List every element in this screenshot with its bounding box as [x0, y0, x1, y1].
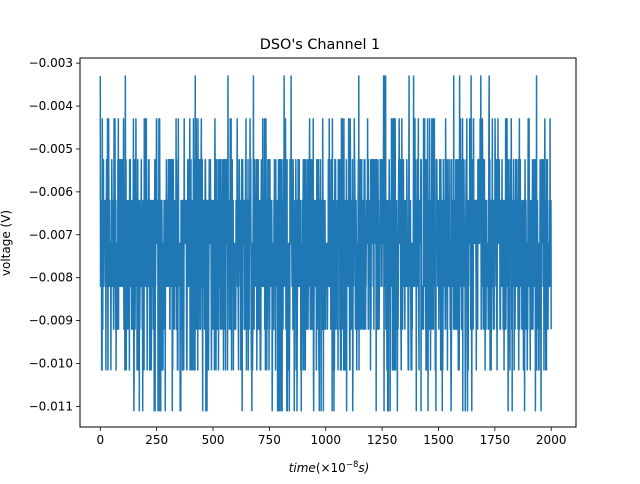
x-tick-label: 500: [202, 433, 225, 447]
axes-frame: [79, 57, 577, 428]
x-axis-label-multiplier: (×10: [316, 461, 346, 475]
x-axis-ticks: 0 250 500 750 1000 1250 1500 1750 2000: [96, 427, 566, 447]
y-tick-label: −0.008: [29, 271, 73, 285]
x-tick-label: 1250: [367, 433, 398, 447]
x-axis-label-unit: s): [358, 461, 369, 475]
x-tick-label: 2000: [536, 433, 567, 447]
y-tick-label: −0.005: [29, 142, 73, 156]
x-tick-label: 0: [96, 433, 104, 447]
y-tick-label: −0.009: [29, 314, 73, 328]
y-tick-label: −0.011: [29, 399, 73, 413]
series-line-channel-1: [99, 75, 552, 412]
y-tick-label: −0.007: [29, 228, 73, 242]
y-tick-label: −0.003: [29, 56, 73, 70]
x-axis-label-exponent: −8: [346, 460, 359, 470]
x-axis-label-variable: time: [289, 461, 316, 475]
y-axis-ticks: −0.003 −0.004 −0.005 −0.006 −0.007 −0.008 −0.0…: [29, 56, 80, 413]
x-axis-label: time(×10−8s): [289, 460, 370, 475]
y-tick-label: −0.004: [29, 99, 73, 113]
chart-title: DSO's Channel 1: [260, 37, 380, 53]
y-tick-label: −0.006: [29, 185, 73, 199]
x-tick-label: 1750: [480, 433, 511, 447]
y-axis-label: voltage (V): [0, 210, 13, 276]
y-tick-label: −0.010: [29, 356, 73, 370]
x-tick-label: 1500: [423, 433, 454, 447]
x-tick-label: 750: [258, 433, 281, 447]
plot-area: [99, 75, 552, 412]
x-tick-label: 1000: [310, 433, 341, 447]
x-tick-label: 250: [145, 433, 168, 447]
